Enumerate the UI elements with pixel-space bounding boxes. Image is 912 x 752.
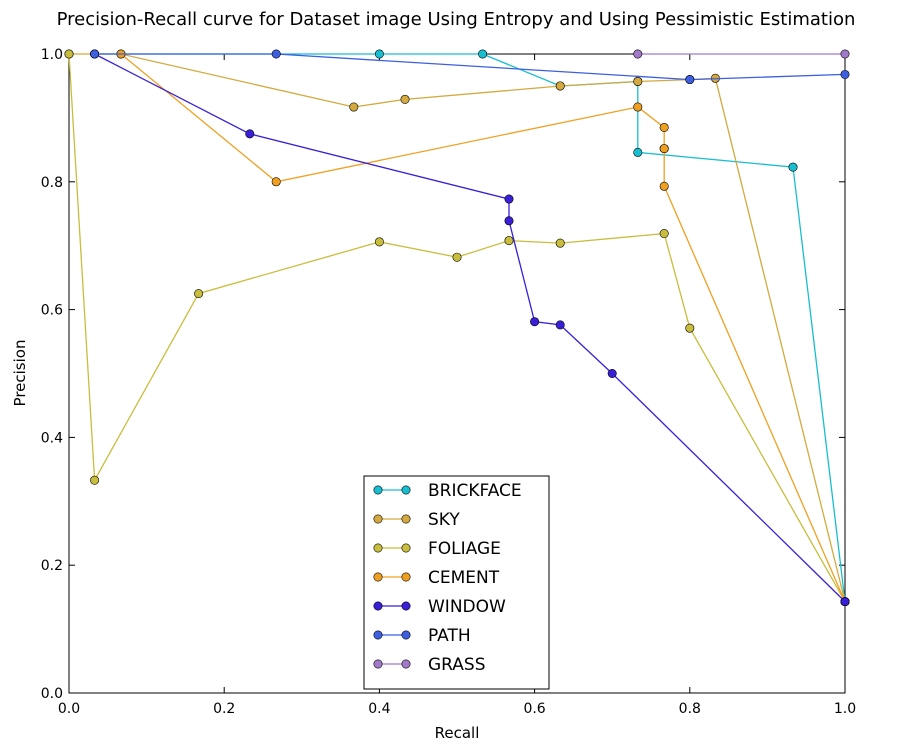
legend-label-brickface: BRICKFACE [428,481,522,501]
legend-label-window: WINDOW [428,597,506,617]
data-point-brickface [374,49,384,59]
data-point-foliage [90,475,100,485]
series-group [64,49,850,607]
data-point-grass [633,49,643,59]
legend-marker-path [373,630,383,640]
legend-label-foliage: FOLIAGE [428,539,501,559]
data-point-window [555,320,565,330]
series-cement [116,49,850,607]
legend-label-path: PATH [428,626,471,646]
data-point-sky [633,76,643,86]
data-point-foliage [194,289,204,299]
data-point-grass [840,49,850,59]
data-point-cement [271,177,281,187]
data-point-path [840,69,850,79]
data-point-cement [633,102,643,112]
legend: BRICKFACE SKY FOLIAGE CEMENT WINDOW PATH GRASS [363,475,550,690]
x-axis-label: Recall [435,724,480,742]
data-point-sky [555,81,565,91]
data-point-path [90,49,100,59]
legend-marker-foliage [373,543,383,553]
y-tick-label: 1.0 [41,47,63,63]
legend-marker-window [401,601,411,611]
plot-area: 0.0 0.2 0.4 0.6 0.8 1.0 0.0 0.2 0.4 0.6 0.8 1.0 [41,47,856,717]
legend-marker-window [373,601,383,611]
data-point-window [504,216,514,226]
series-line-path [94,53,846,81]
data-point-sky [400,94,410,104]
series-line-window [94,53,846,603]
data-point-window [607,368,617,378]
data-point-foliage [452,252,462,262]
legend-box [363,475,550,690]
legend-marker-cement [401,572,411,582]
x-tick-label: 0.4 [368,701,390,717]
data-point-window [245,129,255,139]
y-tick-label: 0.0 [41,686,63,702]
y-tick-label: 0.8 [41,175,63,191]
data-point-foliage [659,229,669,239]
data-point-foliage [504,236,514,246]
legend-marker-grass [401,659,411,669]
y-tick-label: 0.6 [41,303,63,319]
series-grass [633,49,850,59]
data-point-foliage [64,49,74,59]
legend-marker-path [401,630,411,640]
x-tick-label: 0.0 [58,701,80,717]
data-point-window [840,597,850,607]
legend-marker-foliage [401,543,411,553]
x-tick-label: 0.2 [213,701,235,717]
data-point-sky [349,102,359,112]
data-point-window [504,194,514,204]
data-point-window [530,317,540,327]
data-point-foliage [555,238,565,248]
legend-marker-brickface [373,485,383,495]
data-point-cement [659,144,669,154]
series-line-foliage [68,53,846,602]
legend-marker-sky [373,514,383,524]
data-point-foliage [685,323,695,333]
chart-title: Precision-Recall curve for Dataset image… [57,9,856,30]
x-tick-label: 0.6 [523,701,545,717]
legend-marker-brickface [401,485,411,495]
legend-marker-grass [373,659,383,669]
series-foliage [64,49,850,607]
data-point-foliage [374,237,384,247]
legend-label-sky: SKY [428,510,460,530]
y-axis-label: Precision [11,340,29,407]
x-tick-label: 1.0 [834,701,856,717]
data-point-brickface [788,162,798,172]
data-point-cement [659,122,669,132]
x-tick-label: 0.8 [679,701,701,717]
data-point-cement [659,181,669,191]
series-window [90,49,850,607]
data-point-brickface [633,147,643,157]
y-tick-label: 0.2 [41,558,63,574]
legend-label-cement: CEMENT [428,568,500,588]
legend-marker-sky [401,514,411,524]
data-point-path [685,75,695,85]
series-path [90,49,850,85]
data-point-brickface [478,49,488,59]
data-point-path [271,49,281,59]
y-tick-label: 0.4 [41,430,63,446]
legend-marker-cement [373,572,383,582]
legend-label-grass: GRASS [428,655,486,675]
